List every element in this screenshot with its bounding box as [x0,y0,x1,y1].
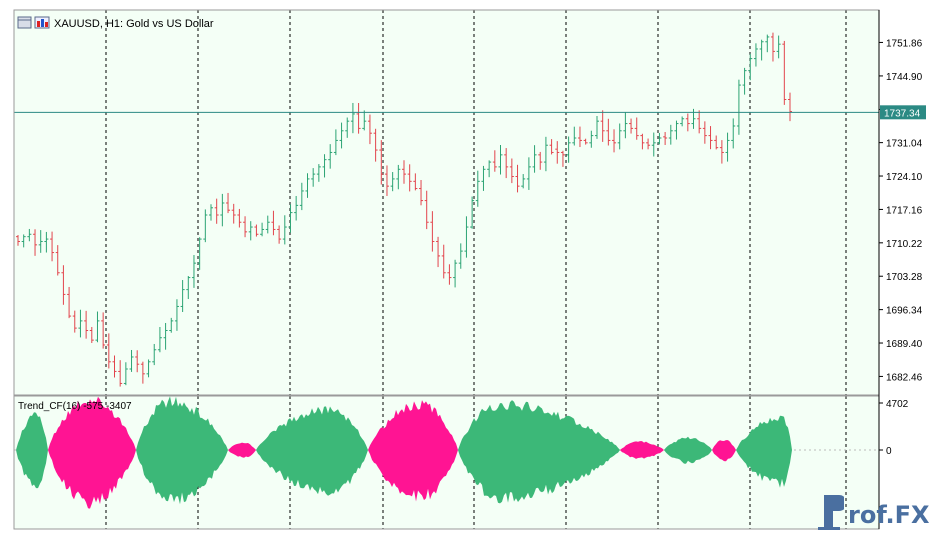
indicator-negative-segment [620,441,664,459]
indicator-title: Trend_CF(16) -575 -3407 [18,401,132,412]
candles-series [16,32,792,387]
price-pane[interactable] [14,10,879,395]
indicator-positive-segment [256,406,368,496]
indicator-negative-segment [48,396,136,509]
indicator-negative-segment [228,442,256,458]
indicator-negative-segment [712,440,736,462]
bars-chart-icon [34,16,50,29]
price-tick-label: 1717.16 [886,205,923,216]
indicator-tick-label: 4702 [886,399,909,410]
current-price-tag [880,105,926,120]
indicator-tick-label: 0 [886,446,892,457]
indicator-positive-segment [136,396,228,505]
price-tick-label: 1696.34 [886,306,923,317]
price-tick-label: 1751.86 [886,38,923,49]
indicator-positive-segment [16,412,48,489]
indicator-negative-segment [368,400,458,502]
price-tick-label: 1710.22 [886,239,923,250]
brand-wordmark: rof.FX [848,501,930,529]
price-tick-label: 1703.28 [886,272,923,283]
indicator-positive-segment [664,436,712,464]
symbol-label: XAUUSD, H1: Gold vs US Dollar [54,18,214,30]
price-tick-label: 1689.40 [886,339,923,350]
price-tick-label: 1744.90 [886,72,923,83]
brand-mark-icon [818,495,844,530]
price-axis: 1751.861744.901737.941731.041724.101717.… [14,38,926,383]
indicator-area [14,396,879,509]
indicator-positive-segment [458,400,620,504]
brand-logo: rof.FX [812,495,942,537]
price-tick-label: 1724.10 [886,172,923,183]
vertical-grid [105,10,847,395]
window-icon [17,16,32,29]
price-tick-label: 1682.46 [886,372,923,383]
indicator-positive-segment [736,415,792,488]
price-tick-label: 1731.04 [886,139,923,150]
current-price-label: 1737.34 [884,108,921,119]
indicator-axis: 4702 0 [879,399,909,457]
